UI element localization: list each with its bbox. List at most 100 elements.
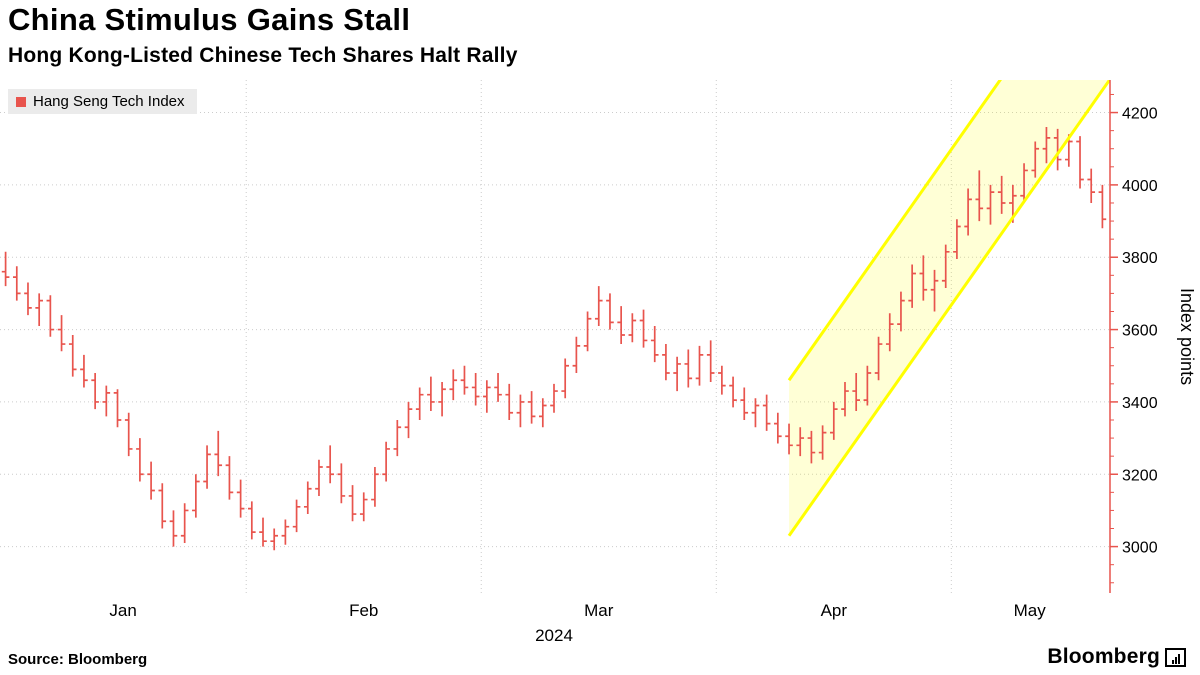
ohlc-bar xyxy=(483,380,491,413)
ohlc-bar xyxy=(12,266,21,301)
ohlc-bar xyxy=(852,372,860,411)
ohlc-bar xyxy=(505,383,514,420)
y-axis-tick-label: 3400 xyxy=(1122,395,1158,412)
ohlc-bar xyxy=(303,481,312,515)
ohlc-bar xyxy=(371,467,379,507)
ohlc-bar xyxy=(606,293,614,330)
ohlc-bar xyxy=(539,398,547,428)
ohlc-bar xyxy=(695,345,704,386)
legend: Hang Seng Tech Index xyxy=(8,89,197,114)
ohlc-bar xyxy=(180,503,189,543)
x-axis-month-label: Jan xyxy=(109,601,136,620)
ohlc-bar xyxy=(169,510,178,547)
ohlc-bar xyxy=(91,372,99,410)
ohlc-bar xyxy=(214,430,223,477)
ohlc-bar xyxy=(762,394,771,431)
bloomberg-logo: Bloomberg xyxy=(1047,645,1186,669)
price-bars xyxy=(1,127,1107,551)
ohlc-bar xyxy=(80,354,88,388)
ohlc-bar xyxy=(46,295,55,337)
ohlc-bar xyxy=(785,423,793,455)
ohlc-bar xyxy=(1098,184,1107,229)
ohlc-bar xyxy=(729,376,737,408)
ohlc-bar xyxy=(348,485,357,522)
ohlc-bar xyxy=(281,519,290,545)
source-note: Source: Bloomberg xyxy=(8,651,148,668)
ohlc-bar xyxy=(438,382,446,417)
ohlc-bar xyxy=(136,438,144,482)
bloomberg-terminal-icon xyxy=(1165,647,1186,667)
ohlc-bar xyxy=(885,313,894,352)
y-axis-tick-label: 4200 xyxy=(1122,106,1158,123)
ohlc-bar xyxy=(908,264,916,308)
ohlc-bar xyxy=(68,335,77,377)
ohlc-bar xyxy=(930,269,939,312)
ohlc-bar xyxy=(975,170,984,222)
ohlc-bar xyxy=(24,282,32,316)
ohlc-bar xyxy=(158,483,167,529)
ohlc-bar xyxy=(147,461,155,500)
ohlc-bar xyxy=(1,251,10,287)
ohlc-bar xyxy=(1087,168,1096,203)
ohlc-bar xyxy=(527,391,536,424)
ohlc-bar xyxy=(415,387,424,420)
ohlc-bar xyxy=(751,398,760,428)
ohlc-bar xyxy=(628,313,637,343)
ohlc-bar xyxy=(874,336,883,381)
ohlc-bar xyxy=(807,430,816,464)
ohlc-bar xyxy=(203,445,211,489)
y-axis-tick-label: 3000 xyxy=(1122,540,1158,557)
ohlc-bar xyxy=(449,369,458,401)
ohlc-bar xyxy=(102,385,111,417)
y-axis-tick-label: 3600 xyxy=(1122,323,1158,340)
ohlc-bar xyxy=(516,394,525,428)
ohlc-bar xyxy=(594,286,603,326)
ohlc-bar xyxy=(662,344,670,381)
ohlc-bar xyxy=(1042,127,1051,164)
ohlc-bar xyxy=(236,479,245,518)
ohlc-bar xyxy=(57,315,66,352)
ohlc-bar xyxy=(953,219,961,260)
ohlc-bar xyxy=(673,356,681,392)
ohlc-bar xyxy=(639,309,648,348)
ohlc-bar xyxy=(393,420,402,457)
ohlc-bar xyxy=(740,387,749,420)
ohlc-bar xyxy=(997,175,1006,214)
trend-channel-lower-line xyxy=(787,80,1110,537)
ohlc-bar xyxy=(259,517,267,547)
ohlc-bar xyxy=(617,306,625,345)
ohlc-bar xyxy=(863,365,872,406)
ohlc-bar xyxy=(292,499,301,533)
ohlc-bar xyxy=(494,372,502,402)
y-axis-tick-label: 3200 xyxy=(1122,467,1158,484)
ohlc-bar xyxy=(561,358,569,399)
ohlc-bar xyxy=(427,376,435,411)
ohlc-bar xyxy=(919,255,928,301)
ohlc-bar xyxy=(818,425,827,460)
ohlc-bar xyxy=(192,474,200,518)
ohlc-bar xyxy=(124,412,133,457)
ohlc-bar xyxy=(774,412,782,444)
legend-marker-icon xyxy=(16,96,26,107)
ohlc-bar xyxy=(583,311,592,352)
y-axis-tick-label: 4000 xyxy=(1122,178,1158,195)
ohlc-bar xyxy=(315,459,323,496)
x-axis-year-label: 2024 xyxy=(535,626,573,645)
ohlc-bar xyxy=(986,184,995,225)
ohlc-bar xyxy=(684,349,693,388)
page-title: China Stimulus Gains Stall xyxy=(8,2,411,37)
trend-channel-upper-line xyxy=(787,80,1002,382)
ohlc-bar xyxy=(326,445,334,484)
ohlc-bar xyxy=(1053,128,1062,171)
ohlc-bar xyxy=(248,501,256,540)
ohlc-bar xyxy=(113,389,122,428)
ohlc-bar xyxy=(796,427,805,457)
ohlc-bar xyxy=(471,372,480,406)
legend-label: Hang Seng Tech Index xyxy=(33,93,185,110)
x-axis-month-label: Mar xyxy=(584,601,614,620)
ohlc-bar xyxy=(1031,141,1040,178)
ohlc-bar xyxy=(404,401,413,439)
x-axis-month-label: Apr xyxy=(821,601,848,620)
